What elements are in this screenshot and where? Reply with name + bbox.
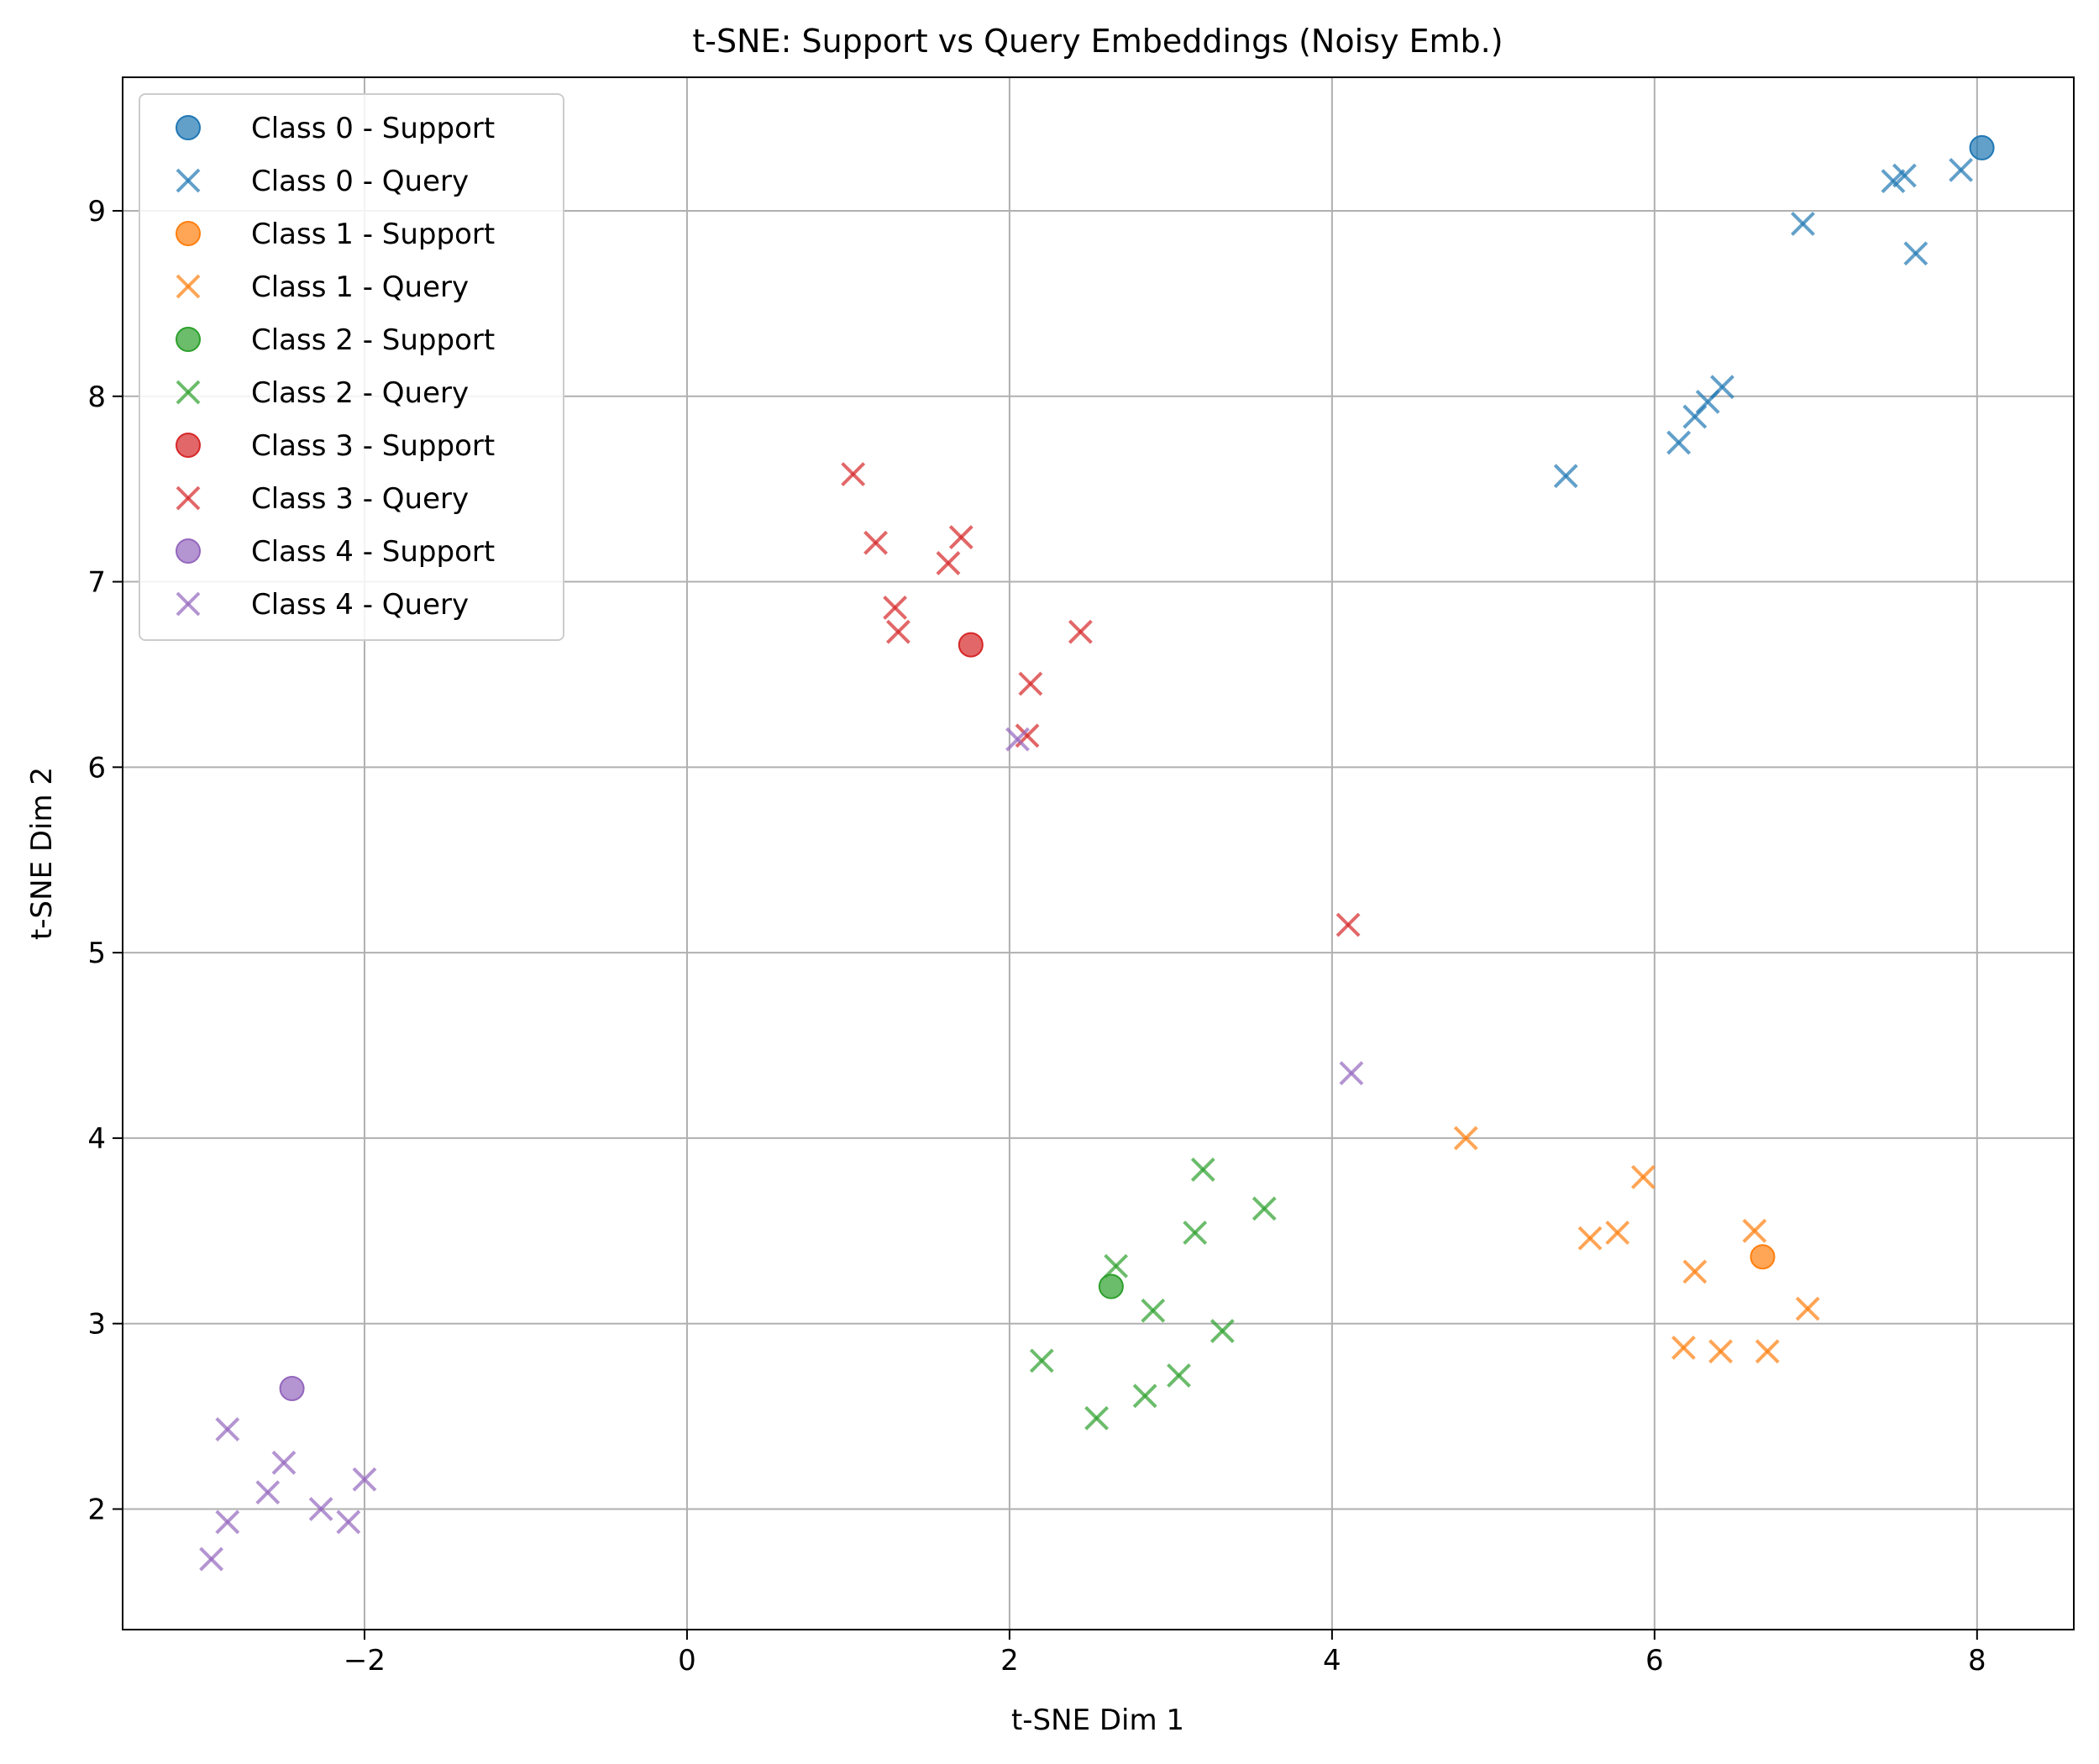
legend-label: Class 1 - Query (251, 270, 469, 304)
legend-marker (176, 591, 201, 617)
legend-label: Class 4 - Query (251, 588, 469, 622)
y-tick-label: 5 (87, 937, 106, 970)
class-4-query-point (1339, 1061, 1364, 1086)
legend-marker (176, 486, 201, 511)
class-3-query-point (841, 462, 866, 486)
y-tick-label: 9 (87, 195, 106, 228)
class-1-query-point (1605, 1221, 1630, 1245)
class-0-query-point (1791, 212, 1815, 236)
class-2-query-point (1183, 1221, 1208, 1245)
class-2-query-point (1104, 1253, 1129, 1278)
legend-marker (176, 433, 201, 458)
class-3-query-point (863, 530, 888, 555)
x-tick-label: 4 (1323, 1644, 1341, 1677)
y-tick-label: 6 (87, 751, 106, 785)
legend-marker (176, 380, 201, 405)
class-1-query-point (1630, 1164, 1656, 1189)
class-1-query-point (1755, 1339, 1780, 1364)
class-4-query-point (336, 1509, 361, 1535)
class-0-query-point (1903, 241, 1928, 266)
legend-label: Class 3 - Support (251, 429, 495, 463)
class-4-query-point (199, 1546, 224, 1572)
y-tick-label: 2 (87, 1493, 106, 1526)
class-0-query-point (1949, 157, 1974, 182)
class-2-query-point (1141, 1298, 1166, 1323)
x-tick-label: 8 (1968, 1644, 1986, 1677)
class-3-query-point (948, 525, 973, 549)
class-3-query-point (936, 551, 961, 575)
class-4-query-point (1005, 727, 1030, 752)
legend-marker (176, 168, 201, 193)
x-tick-label: 6 (1645, 1644, 1664, 1677)
class-1-query-point (1795, 1296, 1820, 1321)
legend-marker (176, 274, 201, 299)
class-3-query-point (1335, 912, 1361, 937)
y-tick-label: 3 (87, 1308, 106, 1341)
class-2-query-point (1252, 1196, 1277, 1221)
legend-label: Class 0 - Support (251, 112, 495, 145)
legend-marker (176, 221, 201, 246)
class-3-query-point (1068, 619, 1093, 644)
class-1-query-point (1682, 1259, 1708, 1284)
legend-box (139, 93, 564, 641)
x-tick-label: 0 (678, 1644, 696, 1677)
class-3-query-point (886, 619, 910, 644)
class-1-query-point (1577, 1226, 1603, 1251)
class-4-query-point (308, 1497, 333, 1521)
class-3-query-point (1018, 671, 1043, 696)
class-2-query-point (1029, 1348, 1054, 1373)
legend-label: Class 4 - Support (251, 535, 495, 569)
legend-label: Class 2 - Query (251, 376, 469, 410)
class-4-query-point (352, 1467, 377, 1492)
class-1-query-point (1742, 1218, 1767, 1243)
class-1-query-point (1671, 1335, 1696, 1360)
legend-marker (176, 115, 201, 140)
class-2-query-point (1132, 1383, 1157, 1409)
class-0-support-point (1969, 134, 1995, 160)
class-2-query-point (1167, 1363, 1191, 1388)
class-0-query-point (1892, 163, 1917, 188)
y-tick-label: 7 (87, 566, 106, 600)
x-axis-label: t-SNE Dim 1 (1011, 1704, 1184, 1737)
class-2-support-point (1098, 1273, 1124, 1299)
legend-label: Class 3 - Query (251, 482, 469, 516)
legend: Class 0 - Support Class 0 - Query Class 1 … (139, 93, 564, 641)
axis-ticks: −2 0 2 4 6 8 2 3 4 5 6 7 8 9 (87, 195, 1986, 1677)
legend-label: Class 1 - Support (251, 218, 495, 251)
class-4-query-point (255, 1480, 281, 1505)
chart-title: t-SNE: Support vs Query Embeddings (Nois… (692, 23, 1503, 60)
class-4-support-point (279, 1375, 305, 1401)
y-axis-label: t-SNE Dim 2 (25, 767, 59, 940)
x-tick-label: 2 (1000, 1644, 1019, 1677)
class-4-query-point (215, 1509, 240, 1535)
class-1-query-point (1453, 1126, 1478, 1151)
legend-marker (176, 327, 201, 352)
y-tick-label: 8 (87, 381, 106, 414)
class-0-query-point (1553, 464, 1578, 489)
class-0-query-point (1682, 404, 1708, 429)
x-tick-label: −2 (344, 1644, 386, 1677)
class-2-query-point (1210, 1319, 1235, 1343)
legend-label: Class 2 - Support (251, 323, 495, 357)
class-2-query-point (1190, 1158, 1215, 1182)
plot-frame (122, 76, 2075, 1630)
data-points (199, 134, 1995, 1572)
class-2-query-point (1084, 1405, 1109, 1431)
legend-label: Class 0 - Query (251, 165, 469, 198)
class-4-query-point (215, 1417, 240, 1441)
y-tick-label: 4 (87, 1122, 106, 1156)
class-0-query-point (1666, 430, 1692, 455)
class-4-query-point (271, 1450, 296, 1475)
class-3-query-point (883, 596, 908, 620)
class-1-query-point (1708, 1339, 1733, 1364)
class-1-support-point (1750, 1244, 1776, 1270)
class-3-support-point (958, 632, 984, 658)
legend-marker (176, 538, 201, 564)
